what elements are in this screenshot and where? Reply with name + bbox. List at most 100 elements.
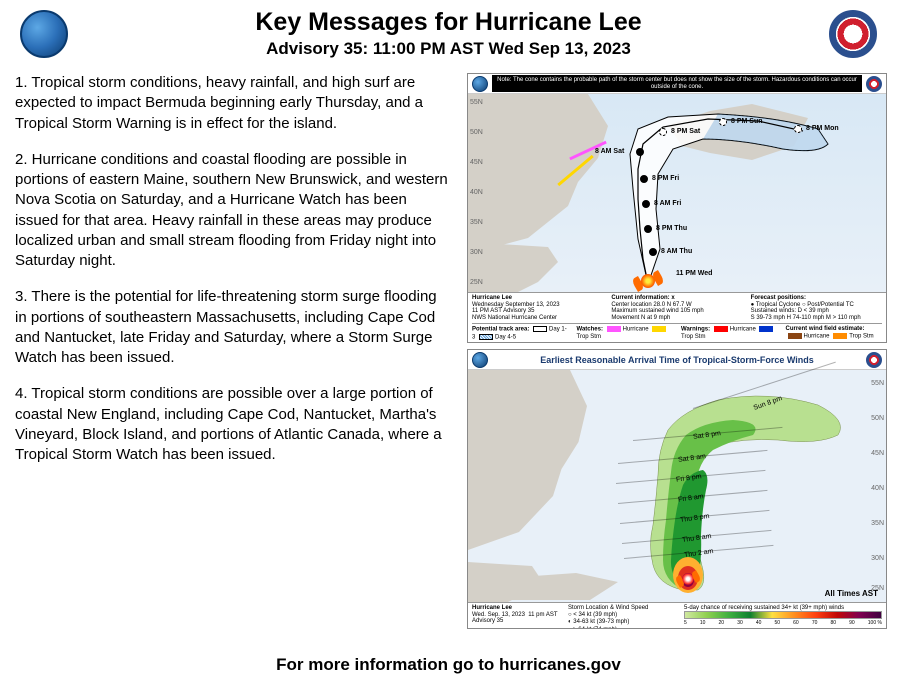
p1-fp2: Sustained winds: D < 39 mph [751,308,829,314]
lat2-35n: 35N [871,520,884,527]
track-label: 8 AM Sat [595,148,624,155]
track-point [636,148,644,156]
content: 1. Tropical storm conditions, heavy rain… [0,63,897,629]
track-label: 8 PM Sun [731,118,763,125]
nws-mini-icon [866,76,882,92]
p1-fcst-label: Forecast positions: [751,295,806,301]
all-times-label: All Times AST [825,589,878,598]
p1-ts3: Trop Stm [849,334,873,340]
track-point [644,225,652,233]
track-point [642,200,650,208]
p2-prob-label: 5-day chance of receiving sustained 34+ … [684,605,844,611]
lat-50n: 50N [470,129,483,136]
track-point [649,248,657,256]
panel1-map-body: 55N 50N 45N 40N 35N 30N 25N 11 PM Wed8 A… [468,94,886,292]
hurr-warn-swatch-icon [714,326,728,332]
panel2-map-body: 55N 50N 45N 40N 35N 30N 25N [468,370,886,602]
p1-warn-label: Warnings: [681,327,710,333]
p1-hurr2: Hurricane [730,327,756,333]
pct-label: 10 [700,620,706,626]
arrival-time-map: Earliest Reasonable Arrival Time of Trop… [467,349,887,629]
track-label: 8 PM Sat [671,128,700,135]
panel1-legend: Hurricane Lee Wednesday September 13, 20… [468,292,886,343]
p2-storm-name: Hurricane Lee [472,605,512,611]
track-point [794,125,802,133]
ts-warn-swatch-icon [759,326,773,332]
hurr-field-swatch-icon [788,333,802,339]
pct-label: 50 [775,620,781,626]
pct-label: 100 % [868,620,882,626]
p1-track-label: Potential track area: [472,327,529,333]
p1-fp3: S 39-73 mph H 74-110 mph M > 110 mph [751,315,861,321]
lat-30n: 30N [470,249,483,256]
panel2-legend: Hurricane Lee Wed. Sep. 13, 2023 11 pm A… [468,602,886,629]
lat2-55n: 55N [871,380,884,387]
p2-loc-label: Storm Location & Wind Speed [568,605,648,611]
probability-gradient-icon [684,611,882,619]
p1-fp1: ● Tropical Cyclone ○ Post/Potential TC [751,302,854,308]
nws-mini-icon-2 [866,352,882,368]
ts-watch-swatch-icon [652,326,666,332]
pct-label: 90 [849,620,855,626]
pct-label: 40 [756,620,762,626]
land-florida [468,242,568,292]
pct-label: 70 [812,620,818,626]
noaa-mini-icon [472,76,488,92]
pct-label: 80 [830,620,836,626]
p1-curinfo-label: Current information: x [611,295,674,301]
pct-label: 20 [719,620,725,626]
pct-label: 5 [684,620,687,626]
p2-time: 11 pm AST [528,612,557,618]
p2-wc1: < 34 kt (39 mph) [573,612,617,618]
lat-45n: 45N [470,159,483,166]
track-label: 8 AM Thu [661,248,692,255]
ts-field-swatch-icon [833,333,847,339]
p1-d45: Day 4-5 [495,334,516,340]
lat-55n: 55N [470,99,483,106]
hurricane-symbol-icon [636,269,660,293]
hurr-watch-swatch-icon [607,326,621,332]
p1-hurr3: Hurricane [804,334,830,340]
lat2-30n: 30N [871,555,884,562]
lat-25n: 25N [470,279,483,286]
panel2-title: Earliest Reasonable Arrival Time of Trop… [488,355,866,365]
messages-column: 1. Tropical storm conditions, heavy rain… [15,73,457,629]
message-2: 2. Hurricane conditions and coastal floo… [15,150,452,272]
p1-movement: Movement N at 9 mph [611,315,670,321]
noaa-mini-icon-2 [472,352,488,368]
track-point [719,118,727,126]
p1-ts1: Trop Stm [577,334,601,340]
hurricane-symbol-icon-2 [678,569,697,588]
pct-label: 60 [793,620,799,626]
forecast-cone-map: Note: The cone contains the probable pat… [467,73,887,343]
cone-note: Note: The cone contains the probable pat… [492,75,862,92]
arrival-blob-icon [568,380,868,600]
page-subtitle: Advisory 35: 11:00 PM AST Wed Sep 13, 20… [0,39,897,59]
p1-center: Center location 28.0 N 67.7 W [611,302,691,308]
message-3: 3. There is the potential for life-threa… [15,287,452,368]
p2-date: Wed. Sep. 13, 2023 [472,612,525,618]
panel1-header: Note: The cone contains the probable pat… [468,74,886,94]
nws-logo-icon [829,10,877,58]
lat2-45n: 45N [871,450,884,457]
footer-link: For more information go to hurricanes.go… [0,655,897,675]
p1-maxwind: Maximum sustained wind 105 mph [611,308,703,314]
track-point [640,175,648,183]
maps-column: Note: The cone contains the probable pat… [467,73,887,629]
p1-storm-name: Hurricane Lee [472,295,512,301]
pct-label: 30 [737,620,743,626]
track-point [659,128,667,136]
track-label: 8 AM Fri [654,200,681,207]
message-1: 1. Tropical storm conditions, heavy rain… [15,73,452,134]
p2-adv: Advisory 35 [472,618,503,624]
track-label: 8 PM Thu [656,225,687,232]
p2-wc3: ≥ 64 kt (74 mph) [573,627,617,629]
p1-adv: 11 PM AST Advisory 35 [472,308,534,314]
p1-ts2: Trop Stm [681,334,705,340]
page-title: Key Messages for Hurricane Lee [0,8,897,37]
day45-swatch-icon [479,334,493,340]
noaa-logo-icon [20,10,68,58]
header: Key Messages for Hurricane Lee Advisory … [0,0,897,63]
p1-src: NWS National Hurricane Center [472,315,557,321]
lat-35n: 35N [470,219,483,226]
